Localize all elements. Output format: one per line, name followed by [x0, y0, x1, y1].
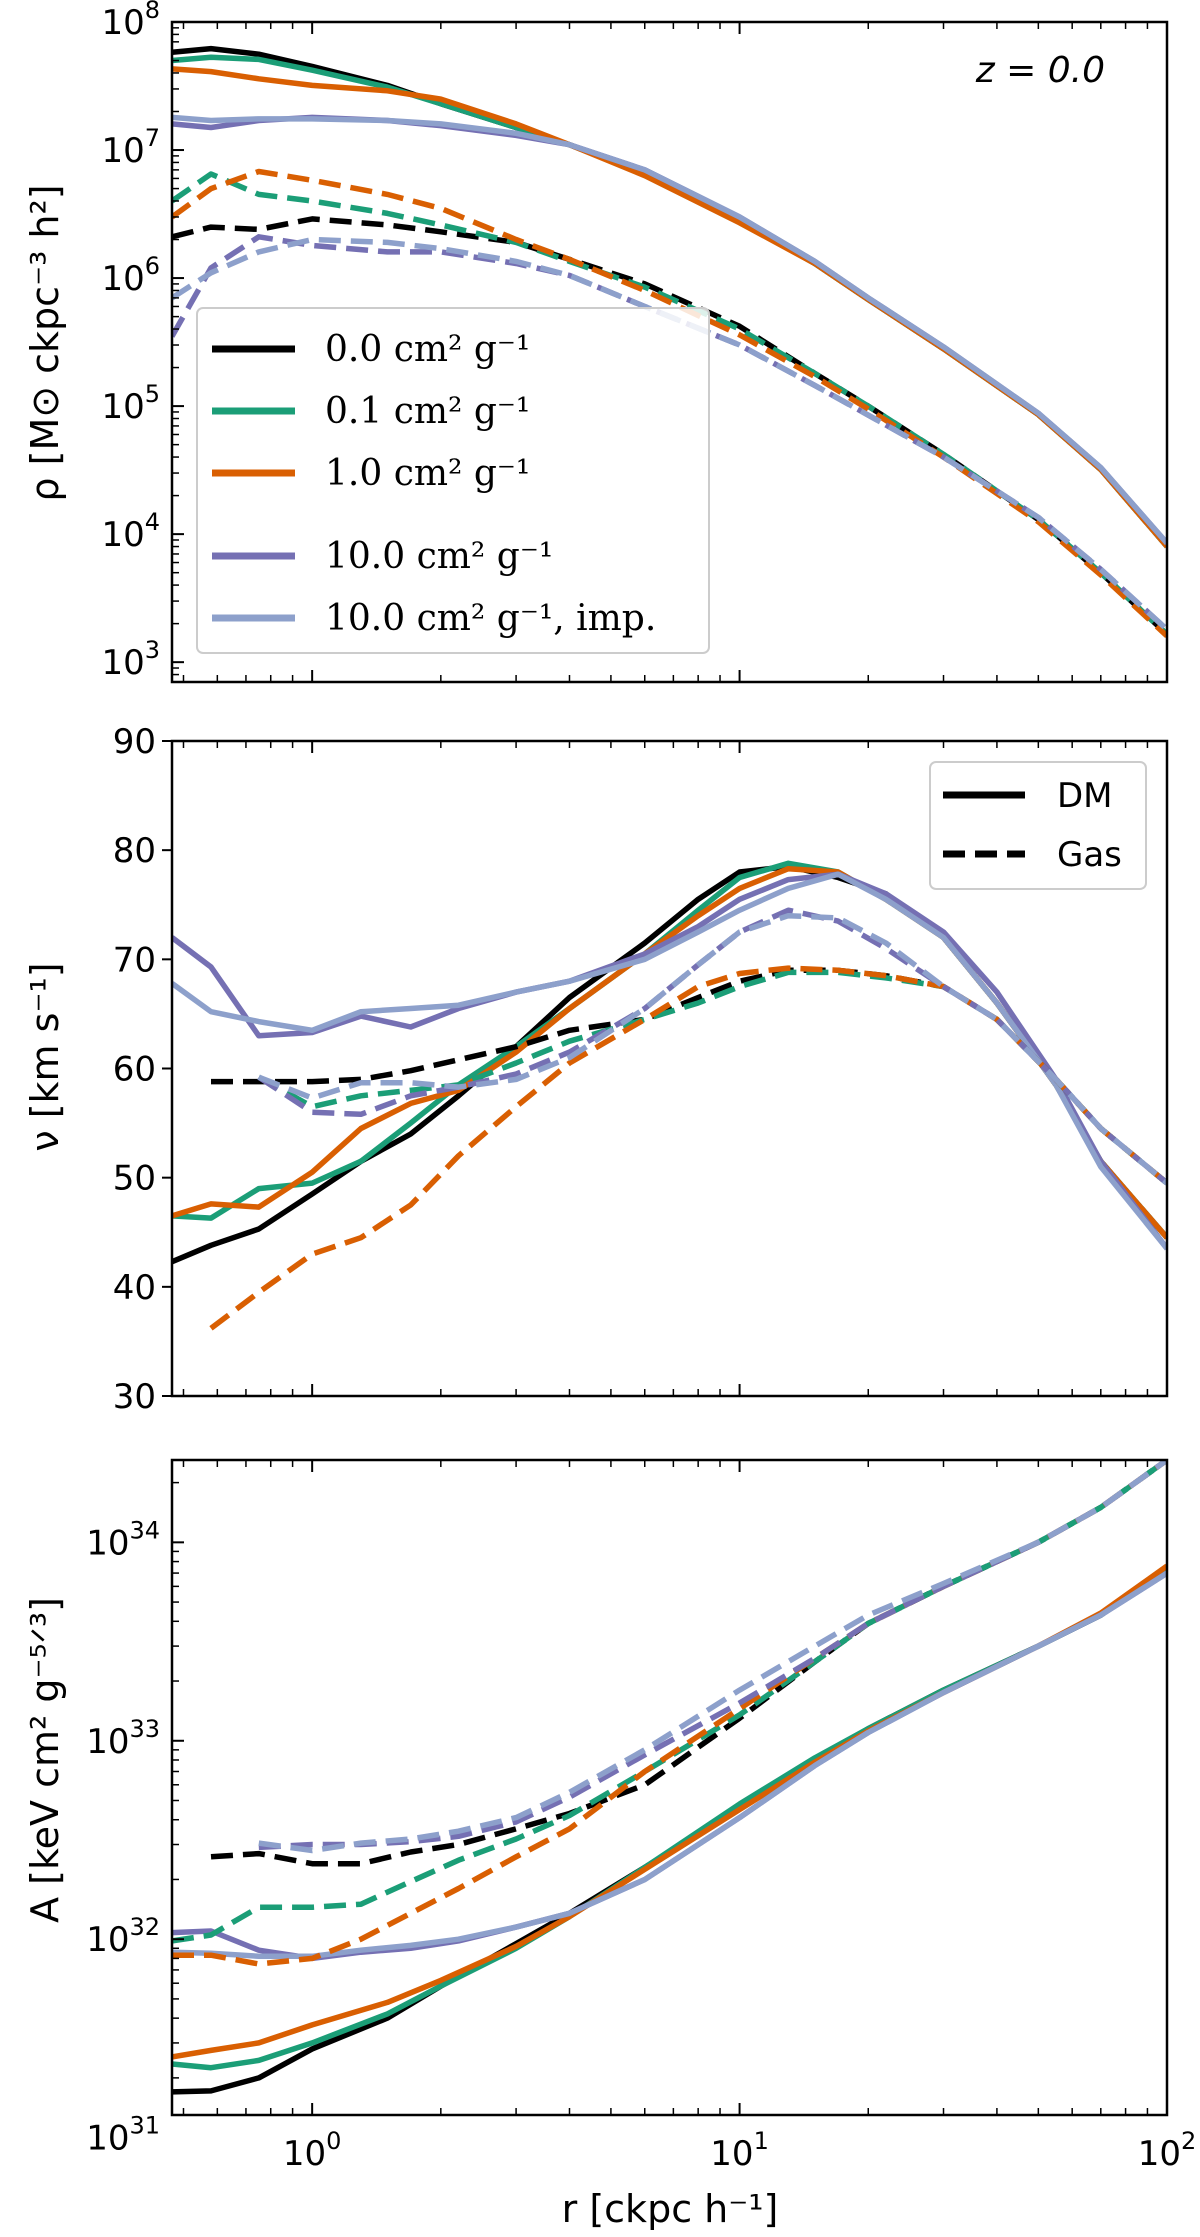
y-tick-label: 1033: [86, 1715, 160, 1762]
velocity-axes: 30 40 50 60 70 80 90: [113, 722, 1169, 1417]
legend-label-c01: 0.1 cm² g⁻¹: [325, 391, 530, 432]
component-legend: DM Gas: [929, 761, 1147, 890]
velocity-series-group: [172, 860, 1167, 1331]
legend-label-dm: DM: [1057, 776, 1113, 816]
legend-label-c100: 10.0 cm² g⁻¹: [325, 536, 553, 577]
redshift-annotation: z = 0.0: [975, 50, 1105, 91]
legend-entry: 10.0 cm² g⁻¹, imp.: [212, 598, 656, 639]
y-tick-label: 107: [101, 124, 160, 171]
entropy-axes: 100 101 102 1031 1032 1033 1034: [86, 1458, 1197, 2174]
y-tick-label: 40: [113, 1268, 156, 1308]
velocity-panel: 30 40 50 60 70 80 90 ν [km s⁻¹] DM Gas: [23, 722, 1169, 1417]
entropy-panel: 100 101 102 1031 1032 1033 1034 A [keV cm² g⁻⁵…: [23, 1458, 1197, 2231]
density-panel: 103 104 105 106 107 108 ρ [M⊙ ckpc⁻³ h²] z = …: [23, 0, 1169, 684]
x-tick-label: 100: [283, 2127, 342, 2174]
y-tick-label: 1031: [86, 2112, 160, 2159]
y-tick-label: 108: [101, 0, 160, 43]
legend-entry: 0.1 cm² g⁻¹: [212, 391, 530, 432]
entropy-series-group: [172, 1460, 1167, 2095]
y-tick-label: 70: [113, 940, 156, 980]
legend-label-c100imp: 10.0 cm² g⁻¹, imp.: [325, 598, 656, 639]
y-tick-label: 105: [101, 380, 160, 427]
x-tick-label: 101: [710, 2127, 769, 2174]
radius-xlabel: r [ckpc h⁻¹]: [562, 2187, 779, 2231]
series-line-dm-c100imp: [172, 114, 1167, 546]
series-line-gas-c100imp: [258, 1460, 1167, 1854]
legend-entry: DM: [943, 776, 1113, 816]
legend-entry: 1.0 cm² g⁻¹: [212, 453, 530, 494]
series-line-gas-c100imp: [172, 236, 1167, 632]
y-tick-label: 50: [113, 1159, 156, 1199]
y-tick-label: 103: [101, 636, 160, 683]
legend-entry: 0.0 cm² g⁻¹: [212, 329, 530, 370]
y-tick-label: 104: [101, 508, 160, 555]
y-tick-label: 106: [101, 252, 160, 299]
series-line-gas-c10: [209, 965, 1167, 1331]
legend-entry: Gas: [943, 835, 1122, 875]
series-line-gas-c100imp: [257, 912, 1167, 1186]
density-legend-frame: [196, 307, 710, 654]
plot-frame: [170, 20, 1169, 684]
legend-label-gas: Gas: [1057, 835, 1122, 875]
density-series-group: [172, 45, 1167, 639]
series-line-gas-c10: [172, 168, 1167, 639]
series-line-dm-c100imp: [172, 871, 1167, 1251]
legend-entry: 10.0 cm² g⁻¹: [212, 536, 553, 577]
y-tick-label: 30: [113, 1377, 156, 1417]
x-tick-label: 102: [1138, 2127, 1197, 2174]
series-line-gas-c01: [257, 969, 1167, 1186]
series-line-dm-c100imp: [172, 1570, 1167, 1960]
legend-label-c10: 1.0 cm² g⁻¹: [325, 453, 530, 494]
entropy-ylabel: A [keV cm² g⁻⁵ᐟ³]: [23, 1597, 67, 1923]
velocity-ylabel: ν [km s⁻¹]: [23, 962, 67, 1151]
y-tick-label: 90: [113, 722, 156, 762]
density-legend: 0.0 cm² g⁻¹ 0.1 cm² g⁻¹ 1.0 cm² g⁻¹ 10.0…: [196, 307, 710, 654]
density-ylabel: ρ [M⊙ ckpc⁻³ h²]: [23, 184, 67, 501]
density-axes: 103 104 105 106 107 108: [101, 0, 1169, 684]
y-tick-label: 80: [113, 831, 156, 871]
plot-frame: [170, 1458, 1169, 2117]
y-tick-label: 1034: [86, 1516, 160, 1563]
legend-label-c00: 0.0 cm² g⁻¹: [325, 329, 530, 370]
y-tick-label: 60: [113, 1050, 156, 1090]
y-tick-label: 1032: [86, 1913, 160, 1960]
